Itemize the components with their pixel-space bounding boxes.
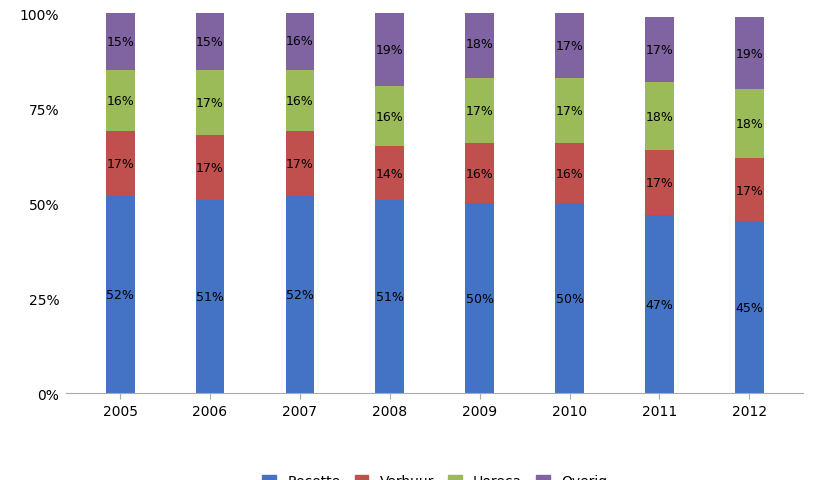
Text: 18%: 18% <box>465 38 493 51</box>
Bar <box>195 136 224 200</box>
Text: 16%: 16% <box>285 35 313 48</box>
Bar <box>285 132 314 196</box>
Bar <box>285 11 314 71</box>
Bar <box>375 200 404 394</box>
Bar <box>554 204 583 394</box>
Bar <box>195 14 224 71</box>
Legend: Recette, Verhuur, Horeca, Overig: Recette, Verhuur, Horeca, Overig <box>256 469 612 480</box>
Bar <box>375 147 404 200</box>
Text: 17%: 17% <box>734 184 762 197</box>
Bar <box>734 158 762 223</box>
Bar <box>644 18 673 83</box>
Text: 14%: 14% <box>375 167 403 180</box>
Bar <box>285 71 314 132</box>
Text: 16%: 16% <box>466 167 493 180</box>
Bar <box>734 90 762 158</box>
Text: 16%: 16% <box>375 110 403 123</box>
Bar <box>554 14 583 79</box>
Text: 19%: 19% <box>375 44 403 57</box>
Text: 17%: 17% <box>645 44 672 57</box>
Text: 17%: 17% <box>196 97 223 110</box>
Text: 52%: 52% <box>106 288 134 301</box>
Text: 51%: 51% <box>375 290 404 303</box>
Text: 15%: 15% <box>196 36 223 49</box>
Text: 17%: 17% <box>106 158 134 171</box>
Text: 17%: 17% <box>465 105 493 118</box>
Text: 17%: 17% <box>285 158 313 171</box>
Bar <box>465 79 494 144</box>
Bar <box>554 144 583 204</box>
Bar <box>195 72 224 136</box>
Bar <box>734 223 762 394</box>
Bar <box>465 204 494 394</box>
Text: 17%: 17% <box>555 105 583 118</box>
Text: 15%: 15% <box>106 36 134 49</box>
Bar <box>375 86 404 147</box>
Text: 18%: 18% <box>734 118 762 131</box>
Text: 17%: 17% <box>196 161 223 174</box>
Bar <box>644 83 673 151</box>
Text: 16%: 16% <box>555 167 583 180</box>
Bar <box>106 14 134 71</box>
Bar <box>644 216 673 394</box>
Text: 50%: 50% <box>465 292 493 305</box>
Bar <box>285 196 314 394</box>
Text: 17%: 17% <box>555 40 583 53</box>
Text: 45%: 45% <box>734 302 762 315</box>
Text: 51%: 51% <box>196 290 223 303</box>
Bar <box>375 14 404 86</box>
Text: 16%: 16% <box>106 95 134 108</box>
Bar <box>195 200 224 394</box>
Bar <box>465 11 494 79</box>
Text: 19%: 19% <box>734 48 762 60</box>
Text: 16%: 16% <box>285 95 313 108</box>
Bar <box>106 132 134 196</box>
Text: 47%: 47% <box>645 298 672 311</box>
Bar <box>465 144 494 204</box>
Bar <box>106 71 134 132</box>
Bar <box>644 151 673 216</box>
Bar <box>106 196 134 394</box>
Text: 18%: 18% <box>645 110 672 123</box>
Bar <box>554 79 583 144</box>
Text: 17%: 17% <box>645 177 672 190</box>
Text: 52%: 52% <box>285 288 313 301</box>
Text: 50%: 50% <box>555 292 583 305</box>
Bar <box>734 18 762 90</box>
